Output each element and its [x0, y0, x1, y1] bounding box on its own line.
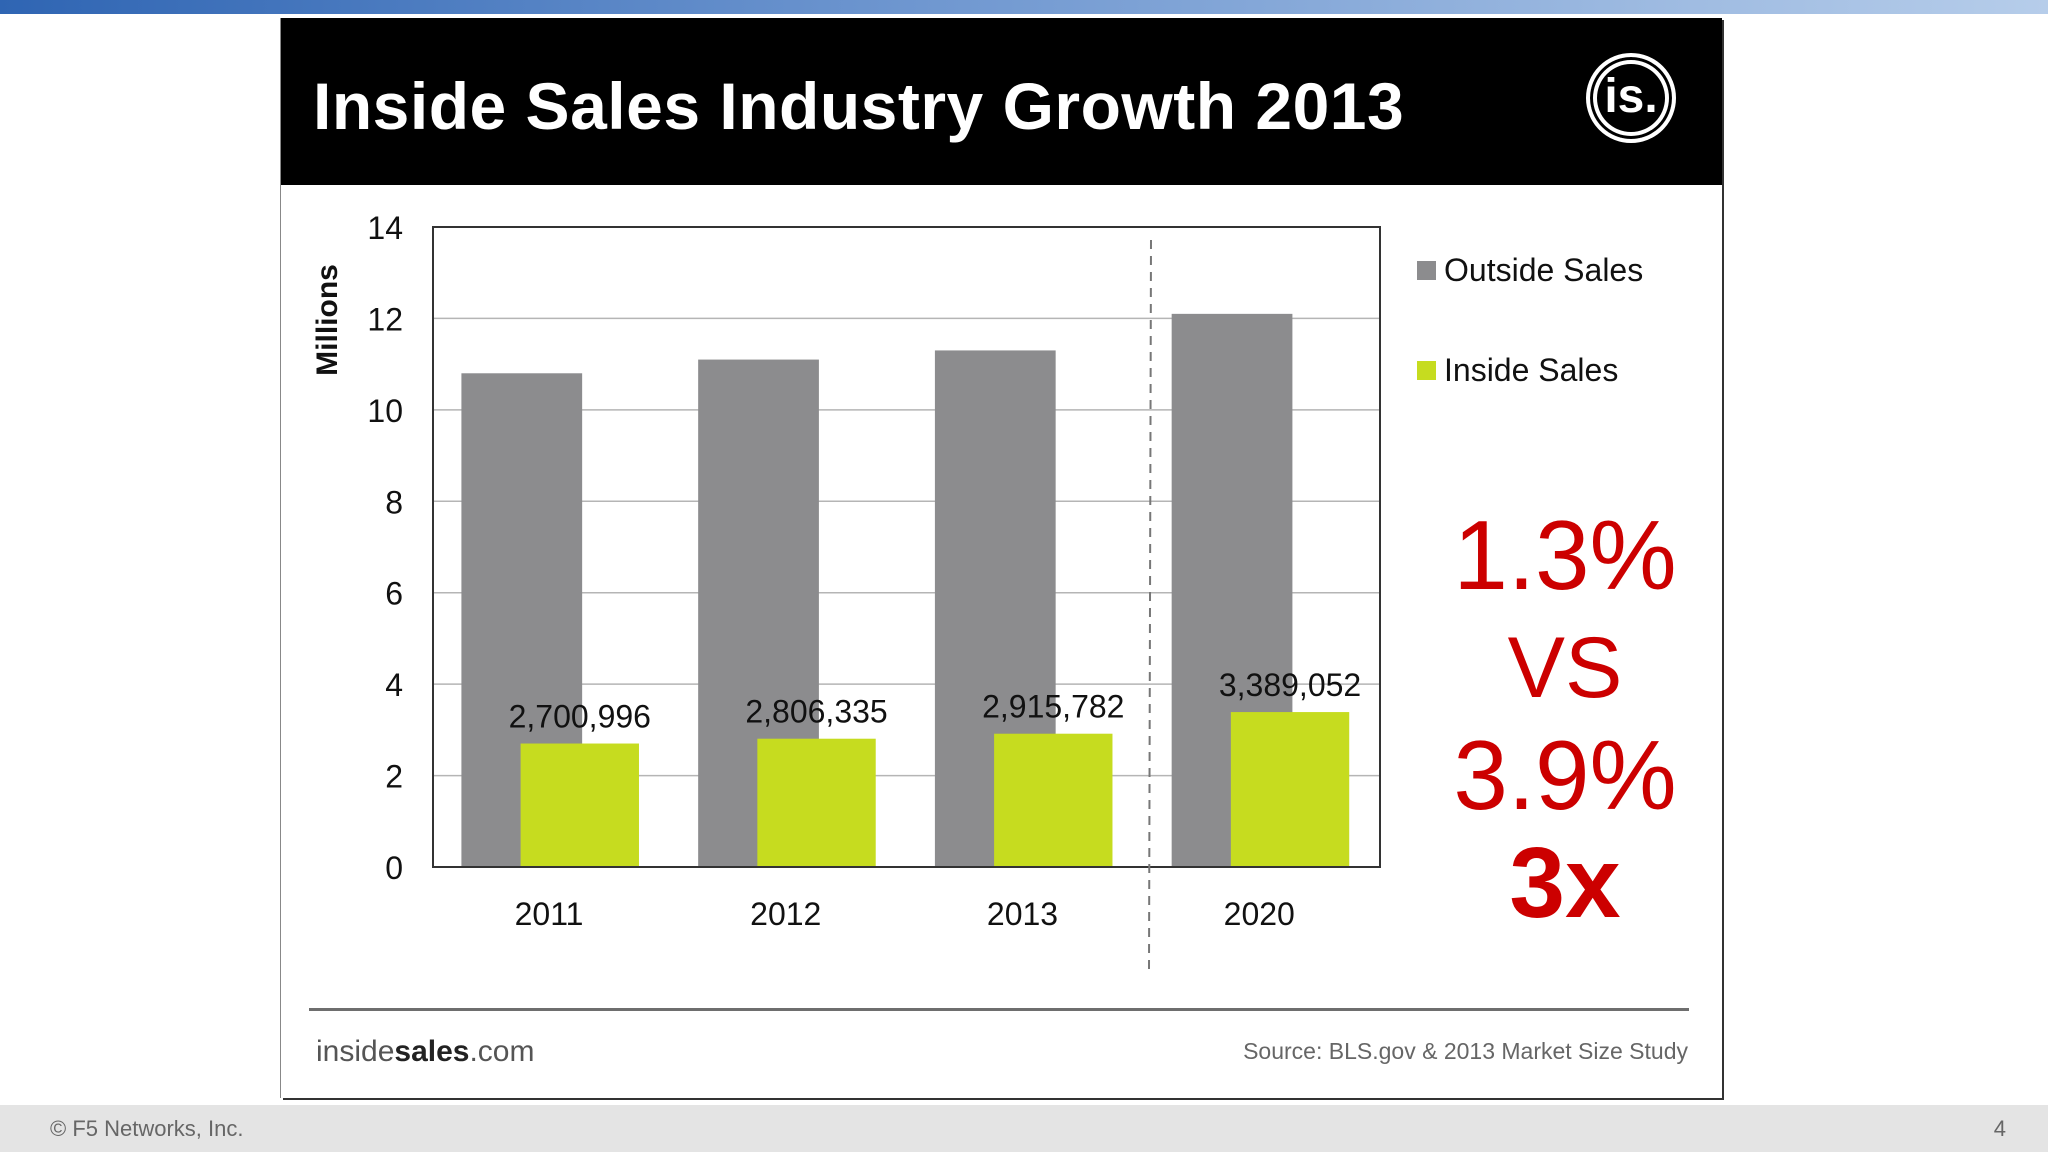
y-axis-ticks: 0 2 4 6 8 10 12 14: [367, 210, 403, 886]
callout-vs: VS: [1508, 620, 1623, 716]
slide-title: Inside Sales Industry Growth 2013: [313, 69, 1405, 143]
bar-inside-sales-2011: [520, 743, 639, 867]
y-tick-label: 0: [385, 850, 403, 886]
page-number: 4: [1993, 1116, 2006, 1141]
x-tick-label-2012: 2012: [750, 896, 821, 932]
brand-wordmark: insidesales.com: [316, 1035, 534, 1069]
x-tick-label-2011: 2011: [515, 896, 584, 932]
y-tick-label: 10: [367, 393, 403, 429]
projection-divider: [1148, 239, 1152, 971]
data-label-inside-sales-2011: 2,700,996: [509, 699, 651, 735]
legend-swatch-inside-sales: [1417, 361, 1436, 380]
bar-inside-sales-2020: [1230, 712, 1350, 867]
x-axis-ticks: 2011 2012 2013 2020: [515, 896, 1295, 932]
brand-bold: sales: [394, 1035, 470, 1068]
is-logo-icon: is.: [1586, 53, 1676, 143]
x-tick-label-2013: 2013: [987, 896, 1058, 932]
data-labels: 2,700,996 2,806,335 2,915,782 3,389,052: [509, 667, 1362, 734]
slide-header: Inside Sales Industry Growth 2013 is.: [281, 18, 1722, 185]
y-tick-label: 12: [367, 301, 403, 337]
top-accent-bar: [0, 0, 2048, 14]
legend-swatch-outside-sales: [1417, 261, 1436, 280]
brand-prefix: inside: [316, 1035, 395, 1068]
callout-inside-outside-rate: 1.3%: [1453, 500, 1676, 610]
y-tick-label: 6: [385, 576, 403, 612]
x-tick-label-2020: 2020: [1224, 896, 1295, 932]
bar-inside-sales-2012: [757, 738, 876, 867]
y-tick-label: 8: [385, 484, 403, 520]
legend-label-outside-sales: Outside Sales: [1444, 252, 1643, 288]
slide: Inside Sales Industry Growth 2013 is. 0 2…: [281, 18, 1722, 1098]
y-axis-label: Millions: [311, 264, 344, 376]
callout-multiplier: 3x: [1509, 827, 1620, 939]
plot-frame: [432, 226, 1381, 868]
growth-callout: 1.3% VS 3.9% 3x: [1453, 500, 1676, 939]
source-note: Source: BLS.gov & 2013 Market Size Study: [1243, 1038, 1688, 1064]
bar-inside-sales-2013: [994, 733, 1113, 867]
data-label-inside-sales-2012: 2,806,335: [745, 694, 887, 730]
data-label-inside-sales-2013: 2,915,782: [982, 689, 1124, 725]
copyright-text: © F5 Networks, Inc.: [50, 1116, 244, 1141]
footer-divider: [309, 1008, 1689, 1011]
y-tick-label: 4: [385, 667, 403, 703]
bars: [461, 313, 1350, 867]
y-tick-label: 14: [367, 210, 403, 246]
footer-bar: [0, 1105, 2048, 1152]
legend-label-inside-sales: Inside Sales: [1444, 352, 1618, 388]
callout-inside-rate: 3.9%: [1453, 720, 1676, 830]
data-label-inside-sales-2020: 3,389,052: [1219, 667, 1361, 703]
brand-suffix: .com: [469, 1035, 535, 1068]
y-tick-label: 2: [385, 759, 403, 795]
